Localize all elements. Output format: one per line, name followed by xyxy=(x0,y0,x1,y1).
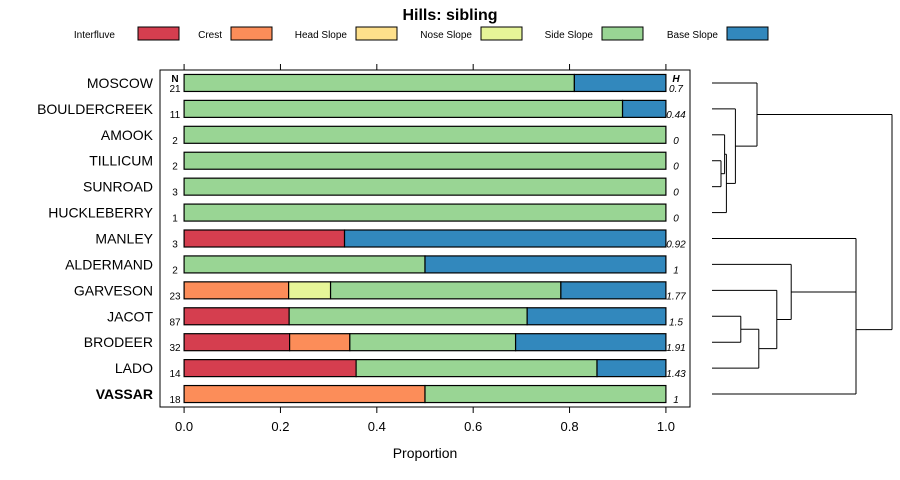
row-label: BRODEER xyxy=(84,334,153,350)
chart-title: Hills: sibling xyxy=(402,7,497,24)
n-value: 32 xyxy=(169,343,181,354)
n-value: 2 xyxy=(172,136,178,147)
h-value: 0 xyxy=(673,162,679,173)
legend-label: Side Slope xyxy=(545,30,594,41)
n-value: 21 xyxy=(169,84,181,95)
n-value: 2 xyxy=(172,265,178,276)
bar-segment xyxy=(183,99,624,118)
n-value: 87 xyxy=(169,317,181,328)
bar-segment xyxy=(514,333,667,352)
bar-segment xyxy=(183,125,667,144)
legend-swatch xyxy=(355,26,398,41)
legend-swatch xyxy=(726,26,769,41)
bar-segment xyxy=(329,281,562,300)
h-value: 0 xyxy=(673,188,679,199)
bar-segment xyxy=(343,229,667,248)
legend-label: Head Slope xyxy=(295,30,348,41)
legend-swatch xyxy=(601,26,644,41)
h-value: 0 xyxy=(673,214,679,225)
bar-segment xyxy=(596,359,667,378)
dendrogram xyxy=(712,82,893,395)
row-label: LADO xyxy=(115,360,153,376)
bar-segment xyxy=(424,255,667,274)
n-value: 1 xyxy=(172,214,178,225)
bar-segment xyxy=(424,384,667,404)
bar-segment xyxy=(183,281,290,300)
x-tick-label: 0.2 xyxy=(271,419,289,434)
bar-segment xyxy=(183,177,667,196)
h-header: H xyxy=(672,74,680,85)
bar-segment xyxy=(289,333,351,352)
n-value: 3 xyxy=(172,188,178,199)
h-value: 1.91 xyxy=(666,343,685,354)
x-tick-label: 0.0 xyxy=(175,419,193,434)
h-value: 0.92 xyxy=(666,240,686,251)
row-label: BOULDERCREEK xyxy=(37,101,154,117)
bar-segment xyxy=(355,359,598,378)
row-label: HUCKLEBERRY xyxy=(48,205,153,221)
legend-swatch xyxy=(230,26,273,41)
n-value: 18 xyxy=(169,395,181,406)
bar-segment xyxy=(183,333,291,352)
bar-segment xyxy=(526,307,667,326)
bar-segment xyxy=(183,203,667,222)
h-value: 1 xyxy=(673,265,679,276)
h-value: 1.5 xyxy=(669,317,683,328)
bar-segment xyxy=(183,359,357,378)
legend-label: Crest xyxy=(198,30,222,41)
row-label: TILLICUM xyxy=(89,153,153,169)
row-label: MANLEY xyxy=(95,231,153,247)
x-tick-label: 1.0 xyxy=(657,419,675,434)
row-label: GARVESON xyxy=(74,282,153,298)
row-label: VASSAR xyxy=(96,386,153,402)
legend-swatch xyxy=(480,26,523,41)
row-label: SUNROAD xyxy=(83,179,153,195)
h-value: 1.43 xyxy=(666,369,686,380)
h-value: 1 xyxy=(673,395,679,406)
x-tick-label: 0.4 xyxy=(368,419,386,434)
x-axis-label: Proportion xyxy=(393,445,458,461)
x-tick-label: 0.6 xyxy=(464,419,482,434)
n-value: 11 xyxy=(170,110,181,121)
n-header: N xyxy=(171,74,178,85)
bar-segment xyxy=(288,281,332,300)
bar-segment xyxy=(183,255,426,274)
h-value: 0.44 xyxy=(666,110,686,121)
plot-border xyxy=(159,69,691,408)
legend: Interfluve Crest Head Slope Nose Slope Side … xyxy=(74,26,769,41)
bar-segment xyxy=(349,333,517,352)
bar-segment xyxy=(560,281,667,300)
row-label: AMOOK xyxy=(101,127,154,143)
n-value: 2 xyxy=(172,162,178,173)
legend-swatch xyxy=(137,26,180,41)
h-value: 0 xyxy=(673,136,679,147)
x-tick-label: 0.8 xyxy=(561,419,579,434)
bar-segment xyxy=(183,229,346,248)
h-value: 0.7 xyxy=(669,84,683,95)
legend-label: Interfluve xyxy=(74,30,116,41)
bar-segment xyxy=(183,151,667,170)
legend-label: Base Slope xyxy=(667,30,719,41)
bar-segment xyxy=(288,307,528,326)
bar-segment xyxy=(183,307,290,326)
n-value: 3 xyxy=(172,240,178,251)
n-value: 14 xyxy=(169,369,181,380)
row-label: MOSCOW xyxy=(87,75,154,91)
bar-segment xyxy=(573,73,667,93)
bar-segment xyxy=(183,73,575,93)
bar-segment xyxy=(183,384,426,404)
h-value: 1.77 xyxy=(666,291,686,302)
legend-label: Nose Slope xyxy=(420,30,472,41)
row-label: ALDERMAND xyxy=(65,256,153,272)
n-value: 23 xyxy=(169,291,181,302)
row-label: JACOT xyxy=(107,308,153,324)
bar-segment xyxy=(621,99,667,118)
